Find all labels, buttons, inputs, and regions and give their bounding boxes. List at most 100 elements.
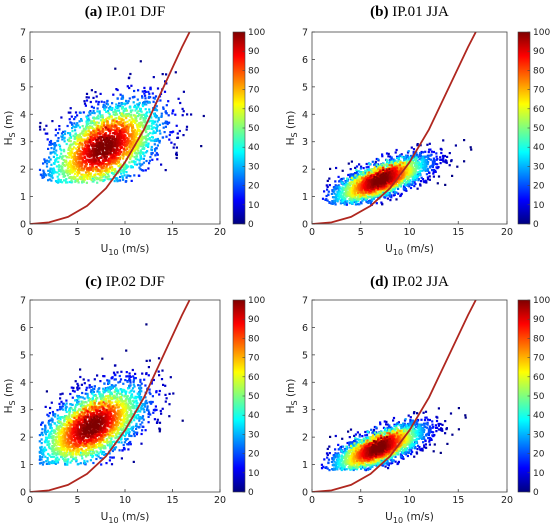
scatter-point xyxy=(114,110,117,113)
scatter-point xyxy=(89,113,92,116)
scatter-point xyxy=(66,167,69,170)
scatter-point xyxy=(45,390,48,393)
scatter-point xyxy=(82,111,85,114)
scatter-point xyxy=(176,136,180,139)
scatter-point xyxy=(91,177,94,180)
scatter-point xyxy=(333,196,336,199)
scatter-point xyxy=(72,167,75,170)
scatter-point xyxy=(388,192,391,195)
scatter-point xyxy=(368,163,371,166)
scatter-point xyxy=(437,175,441,178)
scatter-point xyxy=(346,194,349,197)
scatter-point xyxy=(74,135,77,139)
scatter-point xyxy=(110,142,113,145)
scatter-point xyxy=(143,113,146,116)
colorbar-tick-label: 90 xyxy=(248,47,260,57)
scatter-point xyxy=(361,199,364,202)
scatter-point xyxy=(341,188,344,192)
scatter-point xyxy=(428,171,431,174)
scatter-point xyxy=(158,141,161,144)
scatter-point xyxy=(94,154,97,157)
scatter-point xyxy=(150,116,153,119)
scatter-point xyxy=(333,200,337,203)
scatter-point xyxy=(107,178,110,181)
scatter-point xyxy=(426,143,429,146)
x-tick-label: 10 xyxy=(119,227,131,238)
scatter-point xyxy=(393,192,396,195)
scatter-point xyxy=(79,168,82,171)
scatter-point xyxy=(136,128,140,131)
scatter-point xyxy=(147,142,150,145)
scatter-point xyxy=(385,178,388,181)
scatter-point xyxy=(446,155,449,158)
scatter-point xyxy=(432,157,435,160)
scatter-point xyxy=(83,152,86,155)
scatter-point xyxy=(114,111,118,114)
scatter-point xyxy=(380,169,383,172)
scatter-point xyxy=(153,97,156,100)
scatter-point xyxy=(375,165,378,168)
scatter-point xyxy=(338,192,341,195)
scatter-point xyxy=(422,158,425,161)
scatter-point xyxy=(106,128,109,131)
scatter-point xyxy=(396,155,399,158)
scatter-point xyxy=(162,126,165,129)
scatter-point xyxy=(92,147,95,150)
scatter-point xyxy=(135,154,138,157)
colorbar-tick-label: 60 xyxy=(248,105,260,115)
scatter-point xyxy=(398,184,401,187)
scatter-point xyxy=(153,143,156,146)
scatter-point xyxy=(80,176,84,179)
scatter-point xyxy=(60,135,63,138)
scatter-point xyxy=(185,125,189,128)
scatter-point xyxy=(132,460,135,463)
panel-title: (a) IP.01 DJF xyxy=(85,4,165,20)
scatter-point xyxy=(397,171,400,174)
scatter-point xyxy=(79,111,82,114)
scatter-point xyxy=(74,158,78,161)
scatter-point xyxy=(139,157,142,160)
scatter-point xyxy=(103,124,106,127)
scatter-point xyxy=(349,175,352,178)
scatter-point xyxy=(69,168,72,171)
scatter-point xyxy=(102,152,105,155)
scatter-point xyxy=(108,160,111,163)
scatter-point xyxy=(420,166,423,169)
scatter-point xyxy=(130,138,133,141)
scatter-point xyxy=(164,120,167,123)
scatter-point xyxy=(102,105,105,108)
scatter-point xyxy=(47,173,50,176)
scatter-point xyxy=(119,131,123,134)
scatter-point xyxy=(390,164,393,167)
scatter-point xyxy=(145,159,148,163)
scatter-point xyxy=(95,156,98,159)
scatter-point xyxy=(134,132,137,135)
scatter-point xyxy=(368,177,371,180)
scatter-point xyxy=(326,199,329,202)
scatter-point xyxy=(399,185,402,188)
scatter-point xyxy=(58,145,62,148)
scatter-point xyxy=(108,134,111,137)
scatter-point xyxy=(53,145,56,148)
scatter-point xyxy=(83,149,86,152)
scatter-point xyxy=(348,198,351,201)
scatter-point xyxy=(73,155,76,158)
scatter-point xyxy=(101,151,104,154)
scatter-point xyxy=(130,165,133,168)
scatter-point xyxy=(109,132,112,135)
scatter-point xyxy=(155,123,158,126)
scatter-point xyxy=(349,195,352,198)
scatter-point xyxy=(338,187,341,190)
scatter-point xyxy=(123,141,126,144)
scatter-point xyxy=(168,133,171,137)
scatter-point xyxy=(152,130,155,133)
scatter-point xyxy=(386,179,389,182)
x-tick-label: 15 xyxy=(452,227,464,238)
colorbar-tick-label: 90 xyxy=(533,47,545,57)
scatter-point xyxy=(73,126,77,129)
scatter-point xyxy=(140,139,143,142)
scatter-point xyxy=(84,130,88,134)
scatter-point xyxy=(359,167,362,170)
scatter-point xyxy=(365,200,368,203)
scatter-point xyxy=(119,139,122,142)
